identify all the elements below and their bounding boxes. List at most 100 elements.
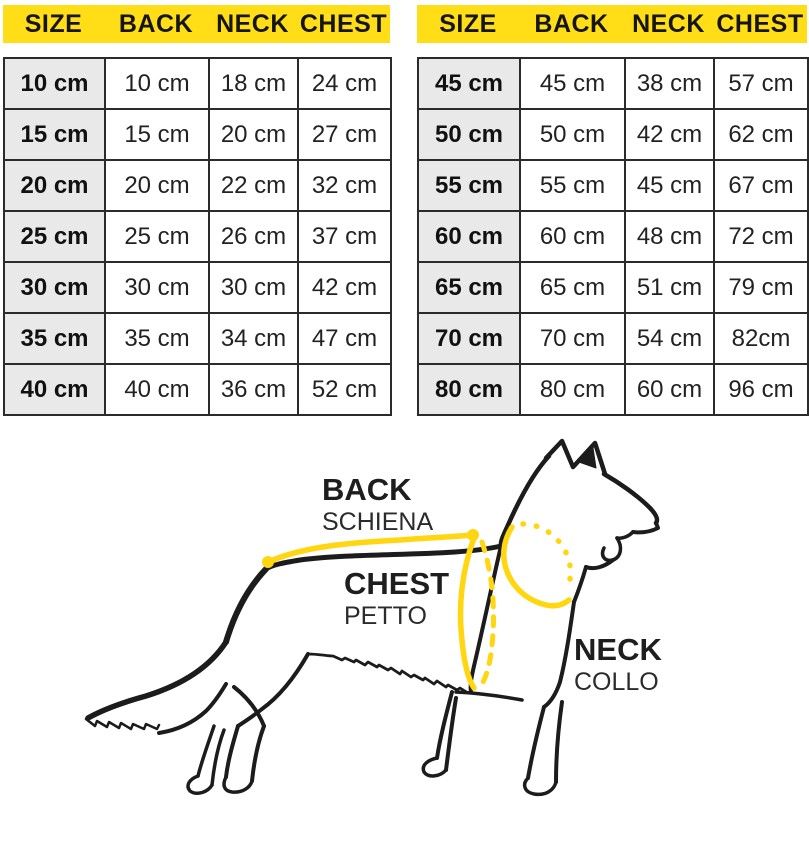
label-chest-en: CHEST bbox=[344, 566, 450, 601]
header-neck: NECK bbox=[632, 9, 705, 38]
size-cell: 20 cm bbox=[3, 159, 106, 212]
measurement-cell: 30 cm bbox=[104, 261, 210, 314]
measurement-cell: 82cm bbox=[713, 312, 809, 365]
measurement-cell: 15 cm bbox=[104, 108, 210, 161]
measurement-cell: 72 cm bbox=[713, 210, 809, 263]
size-cell: 45 cm bbox=[417, 57, 521, 110]
measurement-cell: 37 cm bbox=[297, 210, 392, 263]
measurement-cell: 24 cm bbox=[297, 57, 392, 110]
measurement-cell: 48 cm bbox=[624, 210, 715, 263]
back-measure-line bbox=[265, 532, 476, 565]
measurement-cell: 60 cm bbox=[519, 210, 626, 263]
table-header: SIZE BACK NECK CHEST bbox=[417, 5, 807, 43]
measurement-cell: 55 cm bbox=[519, 159, 626, 212]
measurement-cell: 79 cm bbox=[713, 261, 809, 314]
table-row: 70 cm 70 cm 54 cm 82cm bbox=[417, 312, 809, 365]
size-cell: 55 cm bbox=[417, 159, 521, 212]
measurements-table: 10 cm 10 cm 18 cm 24 cm 15 cm 15 cm 20 cm 27 cm… bbox=[3, 57, 392, 416]
table-row: 55 cm 55 cm 45 cm 67 cm bbox=[417, 159, 809, 212]
table-row: 45 cm 45 cm 38 cm 57 cm bbox=[417, 57, 809, 110]
table-row: 35 cm 35 cm 34 cm 47 cm bbox=[3, 312, 392, 365]
label-back: BACK SCHIENA bbox=[322, 472, 434, 536]
measurement-cell: 96 cm bbox=[713, 363, 809, 416]
table-row: 40 cm 40 cm 36 cm 52 cm bbox=[3, 363, 392, 416]
label-back-it: SCHIENA bbox=[322, 507, 434, 536]
measurement-cell: 42 cm bbox=[624, 108, 715, 161]
measurement-cell: 60 cm bbox=[624, 363, 715, 416]
table-body: 45 cm 45 cm 38 cm 57 cm 50 cm 50 cm 42 cm 62 cm… bbox=[417, 57, 809, 416]
measurement-cell: 35 cm bbox=[104, 312, 210, 365]
dog-outline-svg bbox=[84, 438, 660, 797]
measurement-cell: 18 cm bbox=[208, 57, 299, 110]
measurement-cell: 80 cm bbox=[519, 363, 626, 416]
label-chest: CHEST PETTO bbox=[344, 566, 450, 630]
table-body: 10 cm 10 cm 18 cm 24 cm 15 cm 15 cm 20 cm 27 cm… bbox=[3, 57, 392, 416]
measurement-cell: 50 cm bbox=[519, 108, 626, 161]
measurement-cell: 34 cm bbox=[208, 312, 299, 365]
label-neck-en: NECK bbox=[574, 632, 662, 667]
measurement-cell: 67 cm bbox=[713, 159, 809, 212]
measurement-cell: 54 cm bbox=[624, 312, 715, 365]
measurement-cell: 25 cm bbox=[104, 210, 210, 263]
size-cell: 25 cm bbox=[3, 210, 106, 263]
size-cell: 10 cm bbox=[3, 57, 106, 110]
header-size: SIZE bbox=[24, 9, 83, 38]
measurement-cell: 27 cm bbox=[297, 108, 392, 161]
measurement-cell: 32 cm bbox=[297, 159, 392, 212]
table-row: 50 cm 50 cm 42 cm 62 cm bbox=[417, 108, 809, 161]
label-chest-it: PETTO bbox=[344, 601, 427, 630]
measurement-cell: 51 cm bbox=[624, 261, 715, 314]
measurement-cell: 10 cm bbox=[104, 57, 210, 110]
size-cell: 80 cm bbox=[417, 363, 521, 416]
measurement-overlays bbox=[262, 521, 574, 693]
header-neck: NECK bbox=[216, 9, 289, 38]
chest-measure-dashed bbox=[475, 539, 497, 693]
header-back: BACK bbox=[534, 9, 609, 38]
table-row: 20 cm 20 cm 22 cm 32 cm bbox=[3, 159, 392, 212]
header-chest: CHEST bbox=[716, 9, 804, 38]
label-back-en: BACK bbox=[322, 472, 412, 507]
measurement-cell: 26 cm bbox=[208, 210, 299, 263]
measurement-cell: 65 cm bbox=[519, 261, 626, 314]
header-chest: CHEST bbox=[299, 9, 388, 38]
dog-silhouette bbox=[84, 438, 660, 797]
label-neck: NECK COLLO bbox=[574, 632, 662, 696]
measurement-cell: 47 cm bbox=[297, 312, 392, 365]
measurement-cell: 38 cm bbox=[624, 57, 715, 110]
back-measure-dot-left bbox=[262, 556, 274, 568]
measurement-diagram: BACK SCHIENA CHEST PETTO NECK COLLO bbox=[0, 430, 809, 868]
measurement-cell: 40 cm bbox=[104, 363, 210, 416]
header-size: SIZE bbox=[439, 9, 497, 38]
size-cell: 60 cm bbox=[417, 210, 521, 263]
measurement-cell: 20 cm bbox=[208, 108, 299, 161]
table-row: 80 cm 80 cm 60 cm 96 cm bbox=[417, 363, 809, 416]
table-row: 30 cm 30 cm 30 cm 42 cm bbox=[3, 261, 392, 314]
measurement-cell: 45 cm bbox=[519, 57, 626, 110]
measurement-cell: 52 cm bbox=[297, 363, 392, 416]
chest-measure-solid bbox=[457, 535, 477, 691]
size-cell: 35 cm bbox=[3, 312, 106, 365]
size-cell: 40 cm bbox=[3, 363, 106, 416]
neck-measure-solid bbox=[501, 524, 572, 609]
measurement-cell: 36 cm bbox=[208, 363, 299, 416]
table-row: 15 cm 15 cm 20 cm 27 cm bbox=[3, 108, 392, 161]
measurement-cell: 62 cm bbox=[713, 108, 809, 161]
label-neck-it: COLLO bbox=[574, 667, 659, 696]
size-table-large: SIZE BACK NECK CHEST 45 cm 45 cm 38 cm 57 c… bbox=[417, 5, 809, 416]
size-cell: 50 cm bbox=[417, 108, 521, 161]
measurement-cell: 57 cm bbox=[713, 57, 809, 110]
header-back: BACK bbox=[118, 9, 194, 38]
measurement-cell: 20 cm bbox=[104, 159, 210, 212]
size-cell: 70 cm bbox=[417, 312, 521, 365]
size-cell: 65 cm bbox=[417, 261, 521, 314]
table-row: 25 cm 25 cm 26 cm 37 cm bbox=[3, 210, 392, 263]
neck-measure-dotted bbox=[520, 521, 574, 592]
measurements-table: 45 cm 45 cm 38 cm 57 cm 50 cm 50 cm 42 cm 62 cm… bbox=[417, 57, 809, 416]
table-row: 65 cm 65 cm 51 cm 79 cm bbox=[417, 261, 809, 314]
table-row: 10 cm 10 cm 18 cm 24 cm bbox=[3, 57, 392, 110]
size-cell: 30 cm bbox=[3, 261, 106, 314]
size-table-small: SIZE BACK NECK CHEST 10 cm 10 cm 18 cm 24 c… bbox=[3, 5, 392, 416]
measurement-cell: 45 cm bbox=[624, 159, 715, 212]
measurement-cell: 42 cm bbox=[297, 261, 392, 314]
